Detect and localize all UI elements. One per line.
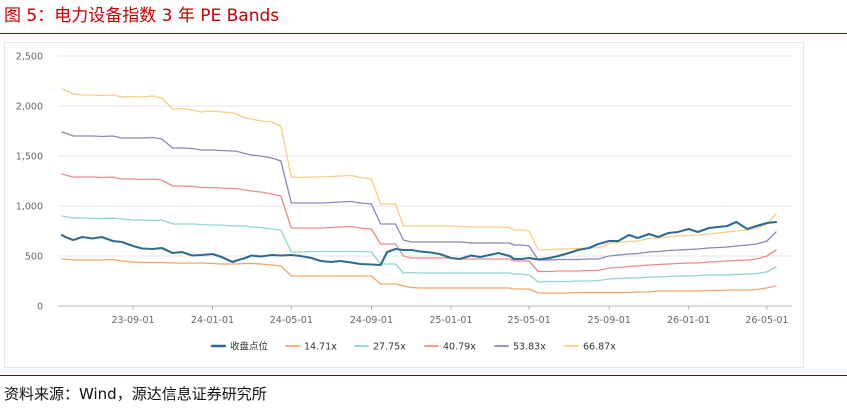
legend-layer: 收盘点位 14.71x 27.75x 40.79x 53.83x 66.87x — [210, 341, 616, 353]
x-tick-label: 25-01-01 — [429, 315, 472, 326]
figure-title: 图 5：电力设备指数 3 年 PE Bands — [4, 6, 280, 26]
legend-item-4: 53.83x — [494, 342, 546, 353]
y-tick-label: 500 — [25, 252, 43, 263]
series-line-1 — [61, 258, 777, 294]
title-rule — [0, 33, 847, 34]
legend-item-5: 66.87x — [564, 342, 616, 353]
y-tick-label: 2,500 — [16, 52, 43, 63]
x-tick-label: 24-09-01 — [350, 315, 393, 326]
x-tick-label: 25-05-01 — [508, 315, 551, 326]
legend-item-1: 14.71x — [285, 342, 337, 353]
series-layer — [60, 88, 778, 294]
x-tick-label: 26-05-01 — [745, 315, 788, 326]
legend-label: 收盘点位 — [230, 341, 269, 353]
legend-item-3: 40.79x — [424, 342, 476, 353]
legend-label: 53.83x — [513, 342, 546, 353]
x-tick-label: 26-01-01 — [667, 315, 710, 326]
series-line-4 — [61, 131, 777, 261]
series-line-0 — [60, 220, 778, 267]
y-tick-label: 1,500 — [16, 152, 43, 163]
grid-layer — [58, 55, 792, 307]
legend-label: 14.71x — [304, 342, 337, 353]
legend-label: 66.87x — [583, 342, 616, 353]
series-line-5 — [61, 88, 777, 251]
series-line-2 — [61, 215, 777, 283]
series-line-3 — [61, 173, 777, 273]
x-tick-label: 24-01-01 — [191, 315, 234, 326]
y-tick-label: 0 — [37, 302, 43, 313]
legend-item-2: 27.75x — [354, 342, 406, 353]
axis-layer: 2,500 2,000 1,500 1,000 500 0 23-09-01 24-01-01… — [16, 52, 792, 326]
x-tick-label: 23-09-01 — [111, 315, 154, 326]
x-tick-label: 24-05-01 — [270, 315, 313, 326]
source-rule — [0, 375, 847, 376]
y-tick-label: 2,000 — [16, 102, 43, 113]
legend-label: 40.79x — [443, 342, 476, 353]
x-tick-label: 25-09-01 — [588, 315, 631, 326]
legend-label: 27.75x — [373, 342, 406, 353]
source-note: 资料来源：Wind，源达信息证券研究所 — [4, 385, 267, 403]
y-tick-label: 1,000 — [16, 202, 43, 213]
legend-item-0: 收盘点位 — [210, 341, 269, 353]
